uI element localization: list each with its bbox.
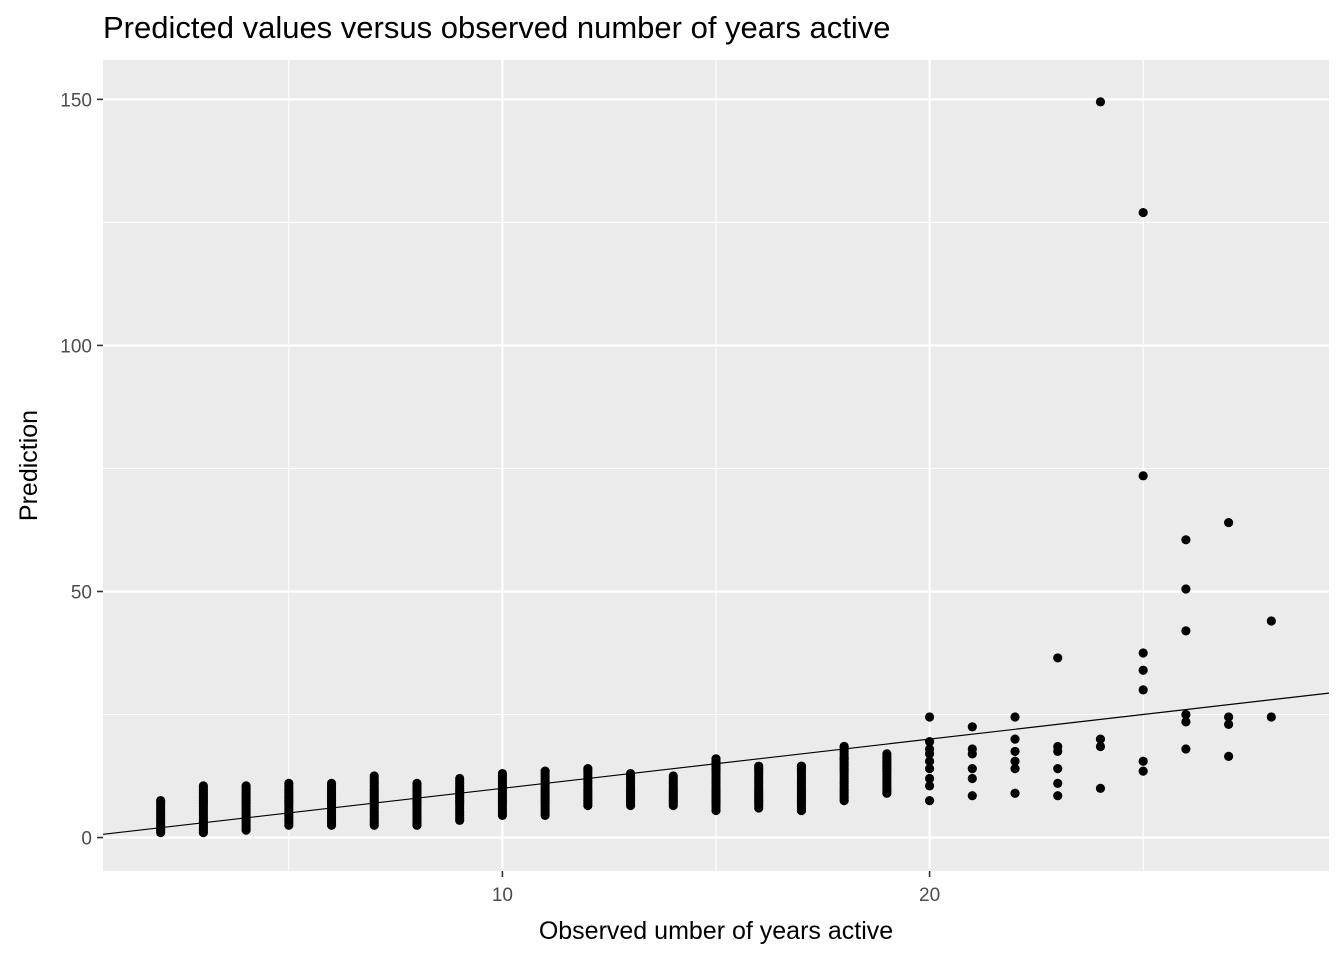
data-point xyxy=(967,773,977,784)
data-point xyxy=(967,764,977,774)
data-point xyxy=(1181,717,1191,727)
data-point xyxy=(1010,756,1020,766)
x-axis-title: Observed umber of years active xyxy=(539,917,893,945)
data-point xyxy=(668,771,678,781)
data-point xyxy=(924,796,935,806)
data-point xyxy=(967,744,977,754)
data-point xyxy=(1266,712,1276,722)
data-point xyxy=(754,761,764,771)
data-point xyxy=(1095,741,1106,752)
data-point xyxy=(711,754,721,764)
data-point xyxy=(1266,616,1276,626)
data-point xyxy=(1010,746,1020,757)
data-point xyxy=(284,778,294,789)
data-point xyxy=(455,773,465,784)
data-point xyxy=(1181,584,1191,594)
data-point xyxy=(1138,648,1148,658)
data-point xyxy=(796,805,807,816)
data-point xyxy=(326,778,337,789)
data-point xyxy=(967,722,977,732)
reference-line xyxy=(102,692,1330,835)
data-point xyxy=(1010,734,1020,744)
data-point xyxy=(241,781,251,791)
data-point xyxy=(1181,744,1191,754)
data-point xyxy=(156,796,166,806)
data-point xyxy=(967,791,977,801)
data-point xyxy=(1095,783,1106,793)
data-point xyxy=(1224,712,1234,722)
data-point xyxy=(1138,685,1148,695)
data-point xyxy=(1010,712,1020,722)
data-point xyxy=(924,764,935,774)
data-point xyxy=(1138,471,1148,481)
data-point xyxy=(1138,207,1148,218)
data-point xyxy=(924,773,935,784)
data-point xyxy=(1138,766,1148,776)
data-point xyxy=(1095,734,1106,744)
reference-line-layer xyxy=(102,692,1330,835)
data-point xyxy=(924,781,935,791)
data-point xyxy=(1224,517,1234,528)
data-point xyxy=(1138,756,1148,766)
data-point xyxy=(1053,764,1063,774)
data-point xyxy=(1053,791,1063,801)
y-tick-label: 100 xyxy=(60,336,92,357)
x-tick-label: 20 xyxy=(919,885,940,906)
data-point xyxy=(198,781,208,791)
data-point xyxy=(1010,764,1020,774)
data-point xyxy=(1181,626,1191,636)
data-point xyxy=(1010,788,1020,798)
data-point xyxy=(369,771,379,781)
data-point xyxy=(1224,751,1234,761)
y-tick-label: 150 xyxy=(60,90,92,111)
grid-layer xyxy=(103,60,1329,871)
y-axis-title: Prediction xyxy=(15,410,43,521)
chart-title: Predicted values versus observed number … xyxy=(103,10,891,45)
data-point xyxy=(412,778,422,789)
data-point xyxy=(924,744,935,754)
data-point xyxy=(796,761,807,771)
data-point xyxy=(1053,778,1063,789)
data-point xyxy=(1224,719,1234,729)
data-point xyxy=(1053,741,1063,752)
data-point xyxy=(924,756,935,766)
data-point xyxy=(882,749,892,759)
data-point xyxy=(540,766,550,776)
data-point xyxy=(839,754,849,764)
y-tick-label: 50 xyxy=(71,582,92,603)
x-tick-label: 10 xyxy=(492,885,513,906)
data-point xyxy=(1138,665,1148,675)
data-point xyxy=(1181,709,1191,720)
axis-layer: 10 20 0 50 100 150 xyxy=(60,90,940,906)
data-point xyxy=(1053,653,1063,663)
data-point xyxy=(583,764,593,774)
y-tick-label: 0 xyxy=(81,829,92,850)
data-point xyxy=(924,712,935,722)
data-point xyxy=(1181,535,1191,545)
data-point xyxy=(1095,97,1106,107)
data-point xyxy=(497,768,508,779)
